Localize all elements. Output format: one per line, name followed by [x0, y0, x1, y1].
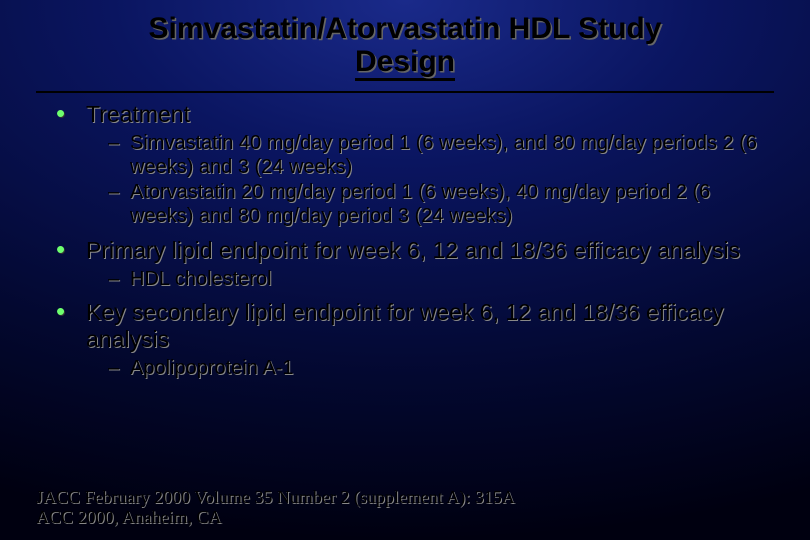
bullet-text: Primary lipid endpoint for week 6, 12 an… [86, 237, 774, 264]
bullet-list: Treatment Simvastatin 40 mg/day period 1… [56, 101, 774, 381]
list-item: Primary lipid endpoint for week 6, 12 an… [56, 237, 774, 292]
bullet-text: Key secondary lipid endpoint for week 6,… [86, 299, 774, 353]
title-line-2: Design [355, 45, 455, 81]
title-divider [36, 91, 774, 93]
slide-title: Simvastatin/Atorvastatin HDL Study Desig… [0, 0, 810, 81]
sub-list-item: Atorvastatin 20 mg/day period 1 (6 weeks… [108, 181, 774, 228]
sub-list-item: HDL cholesterol [108, 268, 774, 292]
sub-list: Apolipoprotein A-1 [86, 357, 774, 381]
citation: JACC February 2000 Volume 35 Number 2 (s… [36, 487, 515, 528]
sub-list-item: Apolipoprotein A-1 [108, 357, 774, 381]
sub-bullet-text: Atorvastatin 20 mg/day period 1 (6 weeks… [130, 181, 710, 227]
sub-list: Simvastatin 40 mg/day period 1 (6 weeks)… [86, 132, 774, 228]
sub-bullet-text: Apolipoprotein A-1 [130, 357, 293, 379]
title-line-1: Simvastatin/Atorvastatin HDL Study [149, 12, 662, 45]
sub-bullet-text: HDL cholesterol [130, 268, 272, 290]
citation-line-2: ACC 2000, Anaheim, CA [36, 507, 515, 528]
sub-bullet-text: Simvastatin 40 mg/day period 1 (6 weeks)… [130, 132, 757, 178]
citation-line-1: JACC February 2000 Volume 35 Number 2 (s… [36, 487, 515, 508]
slide-content: Treatment Simvastatin 40 mg/day period 1… [0, 101, 810, 381]
bullet-text: Treatment [86, 101, 774, 128]
list-item: Treatment Simvastatin 40 mg/day period 1… [56, 101, 774, 229]
list-item: Key secondary lipid endpoint for week 6,… [56, 299, 774, 381]
sub-list: HDL cholesterol [86, 268, 774, 292]
sub-list-item: Simvastatin 40 mg/day period 1 (6 weeks)… [108, 132, 774, 179]
